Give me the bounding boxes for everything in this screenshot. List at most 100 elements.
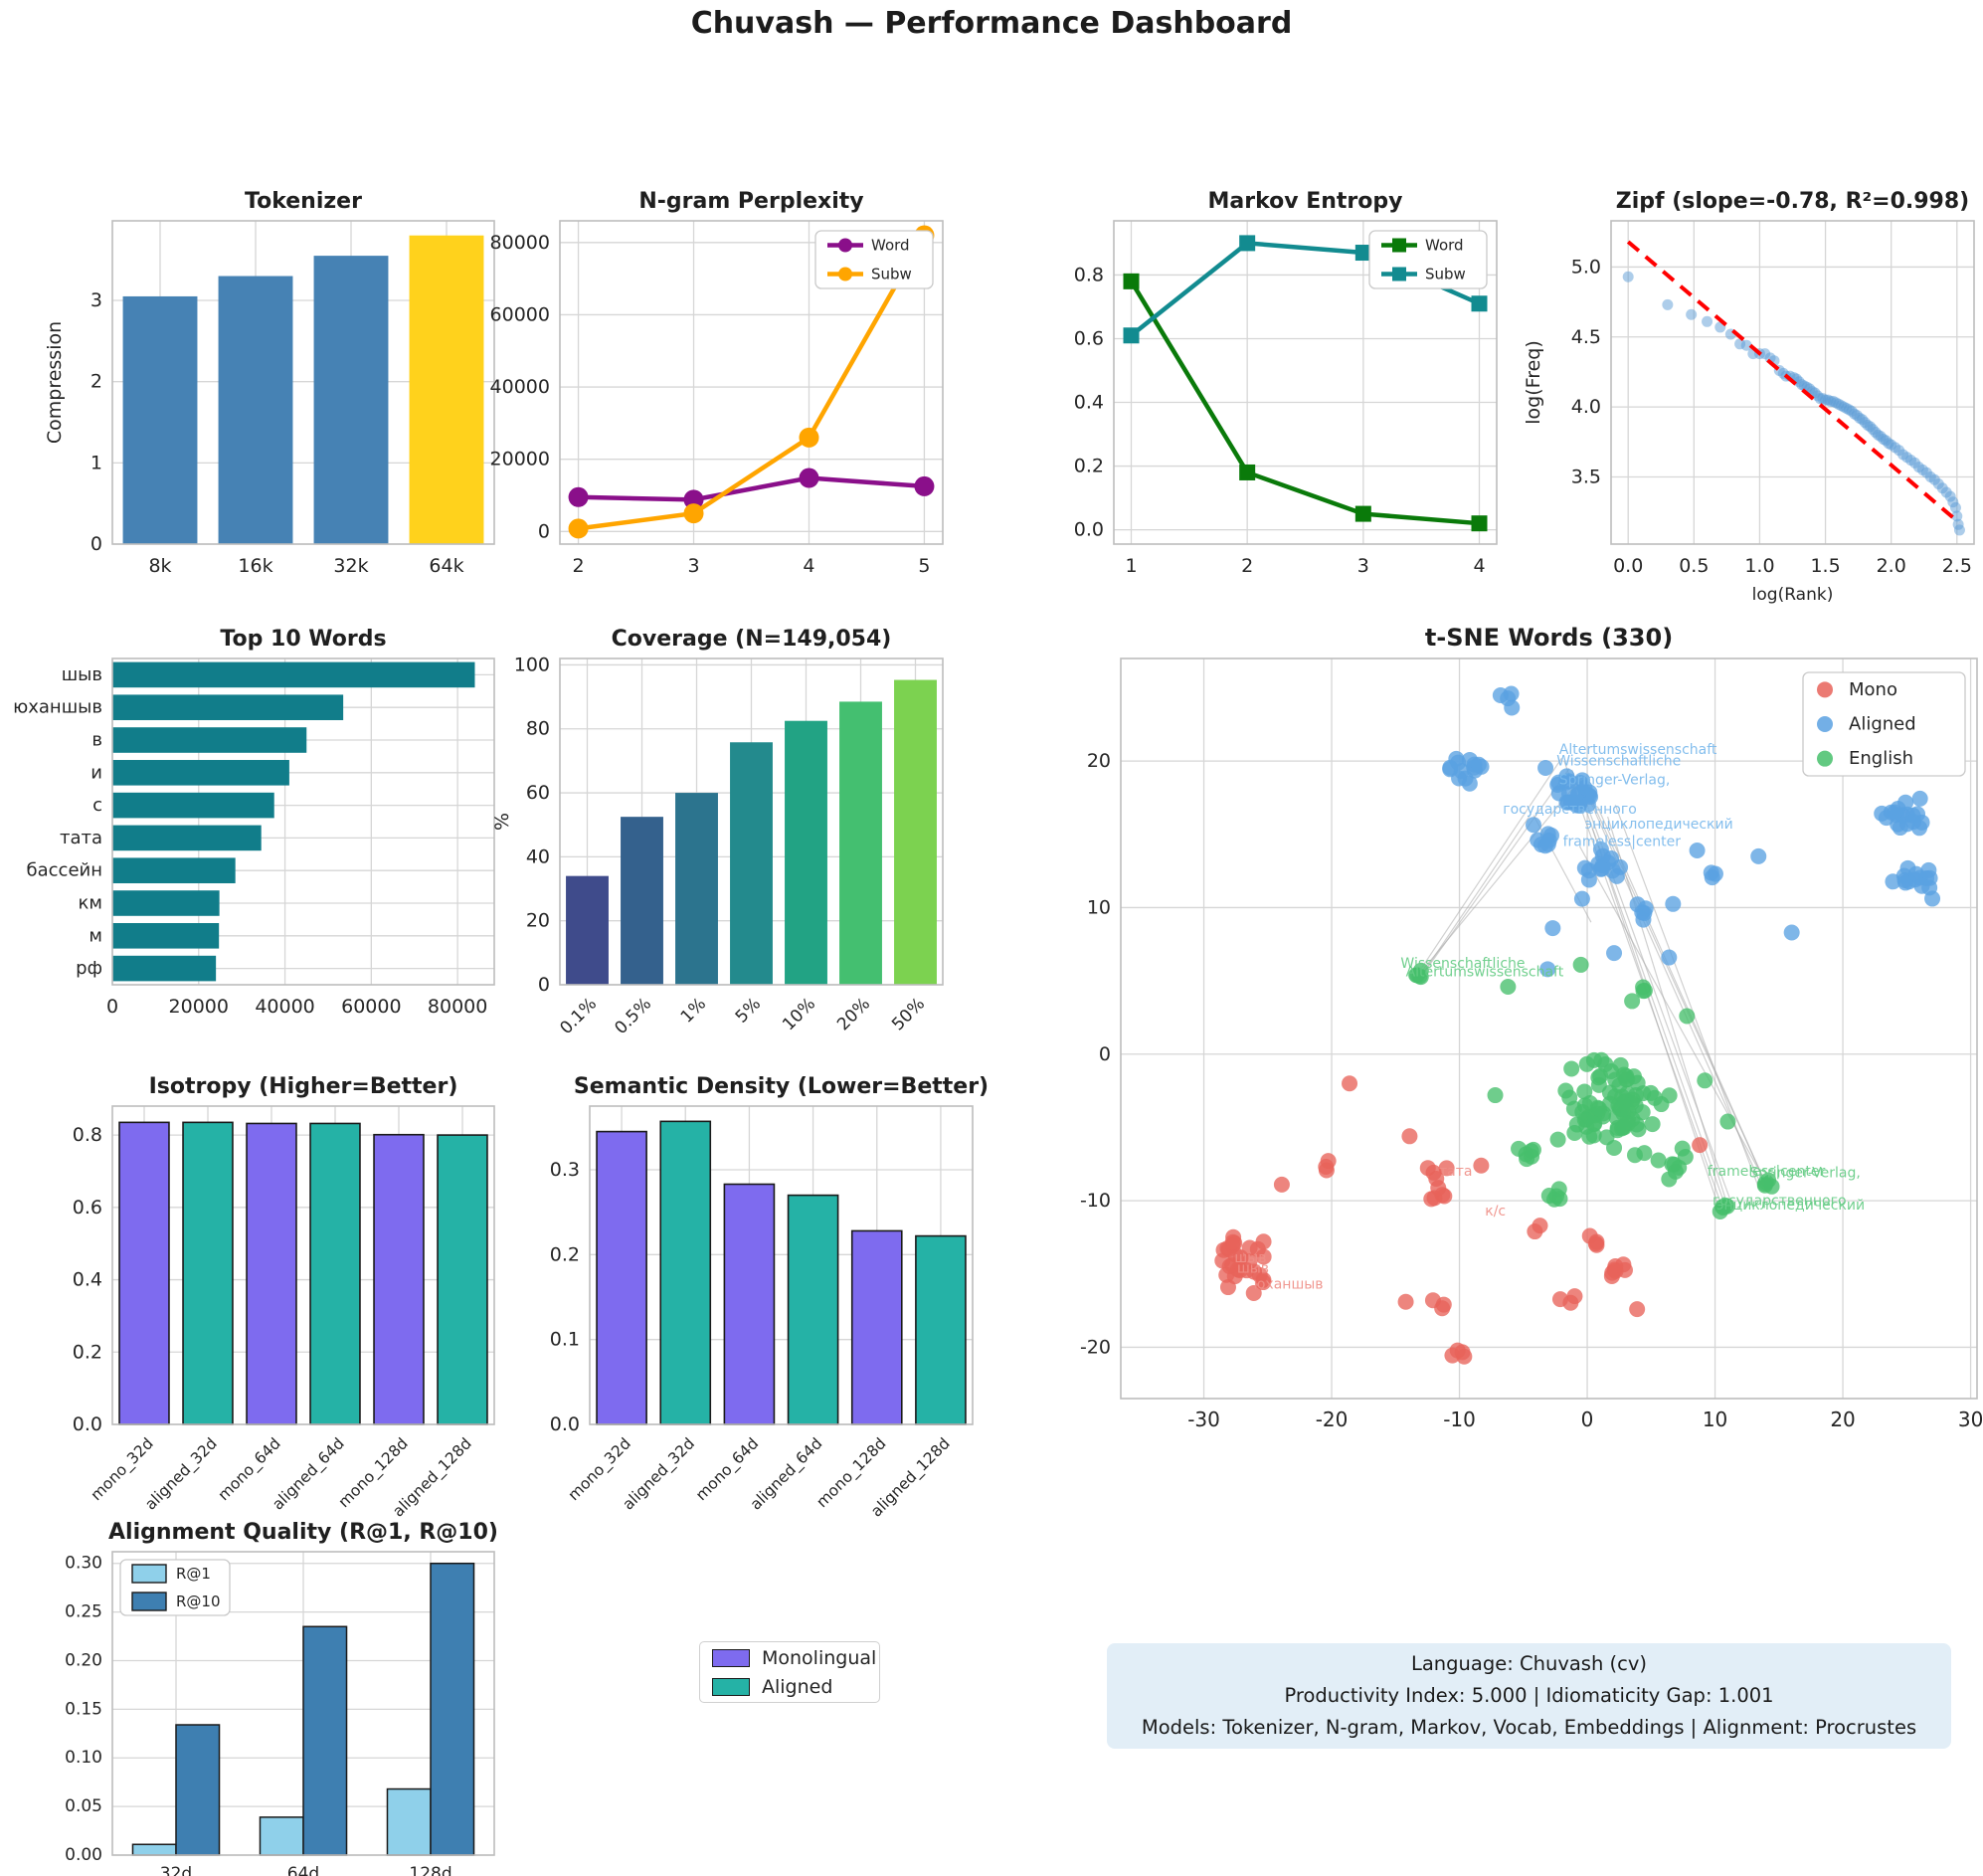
svg-text:4: 4 <box>1473 555 1485 577</box>
svg-text:2.0: 2.0 <box>1877 555 1906 577</box>
svg-text:60000: 60000 <box>490 303 550 325</box>
svg-text:Altertumswissenschaft: Altertumswissenschaft <box>1559 742 1717 758</box>
svg-text:Coverage (N=149,054): Coverage (N=149,054) <box>612 627 892 652</box>
svg-text:Wissenschaftliche: Wissenschaftliche <box>1556 754 1681 770</box>
info-models: Models: Tokenizer, N-gram, Markov, Vocab… <box>1141 1716 1917 1740</box>
svg-text:юханшыв: юханшыв <box>13 697 102 718</box>
svg-text:Aligned: Aligned <box>1849 714 1916 735</box>
svg-text:50%: 50% <box>888 994 929 1034</box>
svg-text:шыв: шыв <box>1237 1260 1269 1276</box>
svg-text:1: 1 <box>1125 555 1137 577</box>
svg-text:4.5: 4.5 <box>1571 326 1601 348</box>
svg-text:10%: 10% <box>779 994 819 1034</box>
svg-text:0.10: 0.10 <box>65 1748 102 1768</box>
svg-text:0.4: 0.4 <box>73 1269 102 1291</box>
svg-text:0: 0 <box>538 520 550 542</box>
svg-text:frameless|center: frameless|center <box>1708 1164 1826 1180</box>
isotropy-chart: 0.0 0.2 0.4 0.6 0.8 mono_32d aligned_32d mono_6… <box>30 1069 507 1521</box>
svg-text:64k: 64k <box>429 555 463 577</box>
svg-text:0: 0 <box>1581 1407 1594 1431</box>
markov-entropy-chart: 1 2 3 4 0.0 0.2 0.4 0.6 0.8 Word Subw Markov Entrop… <box>1034 184 1512 617</box>
svg-text:0.0: 0.0 <box>550 1413 580 1435</box>
svg-text:0.8: 0.8 <box>73 1124 102 1146</box>
svg-text:тата: тата <box>1439 1164 1472 1180</box>
svg-text:-20: -20 <box>1316 1407 1349 1431</box>
svg-text:юханшыв: юханшыв <box>1254 1277 1324 1293</box>
svg-text:Springer-Verlag,: Springer-Verlag, <box>1559 773 1671 789</box>
svg-text:60: 60 <box>526 782 550 804</box>
svg-text:2.5: 2.5 <box>1942 555 1972 577</box>
svg-text:20: 20 <box>526 910 550 932</box>
svg-text:0.2: 0.2 <box>550 1243 580 1265</box>
svg-text:-10: -10 <box>1443 1407 1476 1431</box>
svg-text:20: 20 <box>1830 1407 1855 1431</box>
svg-text:20000: 20000 <box>169 996 229 1018</box>
aligned-label: Aligned <box>762 1675 833 1698</box>
svg-text:100: 100 <box>514 654 550 675</box>
svg-text:10: 10 <box>1703 1407 1727 1431</box>
svg-text:Markov Entropy: Markov Entropy <box>1207 189 1402 214</box>
svg-text:Tokenizer: Tokenizer <box>245 189 362 214</box>
svg-text:энциклопедический: энциклопедический <box>1716 1198 1865 1214</box>
svg-text:шыв: шыв <box>1234 1250 1266 1266</box>
svg-text:Wissenschaftliche: Wissenschaftliche <box>1400 956 1525 972</box>
coverage-chart: 0 20 40 60 80 100 0.1% 0.5% 1% 5% 10% 20% 50%% Covera… <box>477 622 955 1059</box>
svg-text:0.1%: 0.1% <box>556 994 601 1038</box>
svg-text:Semantic Density (Lower=Better: Semantic Density (Lower=Better) <box>574 1074 989 1099</box>
svg-text:государственного: государственного <box>1713 1194 1847 1210</box>
svg-text:0.20: 0.20 <box>65 1650 102 1670</box>
svg-text:R@1: R@1 <box>176 1565 211 1583</box>
svg-text:0.6: 0.6 <box>73 1197 102 1219</box>
svg-text:N-gram Perplexity: N-gram Perplexity <box>638 189 863 214</box>
svg-text:10: 10 <box>1087 896 1111 918</box>
svg-text:20000: 20000 <box>490 449 550 470</box>
svg-text:4: 4 <box>803 555 814 577</box>
svg-text:1: 1 <box>90 452 102 473</box>
svg-text:Word: Word <box>871 237 910 255</box>
svg-text:Alignment Quality (R@1, R@10): Alignment Quality (R@1, R@10) <box>108 1520 498 1545</box>
svg-text:5: 5 <box>918 555 930 577</box>
zipf-chart: 0.0 0.5 1.0 1.5 2.0 2.5 3.5 4.0 4.5 5.0 log(Rank) l… <box>1512 184 1983 617</box>
svg-text:0.3: 0.3 <box>550 1159 580 1181</box>
svg-text:log(Rank): log(Rank) <box>1752 585 1834 605</box>
ngram-perplexity-chart: 2 3 4 5 0 20000 40000 60000 80000 Word Subw N-gram … <box>477 184 955 617</box>
svg-text:-30: -30 <box>1187 1407 1220 1431</box>
svg-text:3: 3 <box>687 555 699 577</box>
svg-text:0.5: 0.5 <box>1679 555 1709 577</box>
svg-text:энциклопедический: энциклопедический <box>1584 817 1732 833</box>
svg-text:64d: 64d <box>287 1864 319 1876</box>
svg-text:1%: 1% <box>677 994 710 1027</box>
svg-text:2: 2 <box>90 371 102 393</box>
svg-text:3.5: 3.5 <box>1571 466 1601 487</box>
svg-text:32d: 32d <box>160 1864 192 1876</box>
svg-text:м: м <box>89 925 102 946</box>
svg-text:20: 20 <box>1087 750 1111 772</box>
svg-text:км: км <box>79 893 102 914</box>
monolingual-label: Monolingual <box>762 1646 877 1669</box>
svg-text:60000: 60000 <box>341 996 401 1018</box>
monolingual-swatch <box>712 1648 750 1667</box>
semantic-density-chart: 0.0 0.1 0.2 0.3 mono_32d aligned_32d mono_64d a… <box>507 1069 989 1521</box>
tokenizer-chart: 0 1 2 3 8k 16k 32k 64k Compression Tokenizer <box>30 184 507 617</box>
svg-text:0.5%: 0.5% <box>611 994 655 1038</box>
svg-text:бассейн: бассейн <box>27 860 102 881</box>
svg-text:тата: тата <box>60 828 102 848</box>
svg-text:0.6: 0.6 <box>1074 327 1104 349</box>
svg-text:0.8: 0.8 <box>1074 264 1104 285</box>
svg-text:-10: -10 <box>1080 1190 1111 1212</box>
svg-text:0.30: 0.30 <box>65 1554 102 1574</box>
svg-text:Mono: Mono <box>1849 679 1897 700</box>
svg-text:2: 2 <box>1241 555 1253 577</box>
svg-text:0: 0 <box>106 996 118 1018</box>
svg-text:с: с <box>92 795 102 816</box>
svg-text:шыв: шыв <box>62 664 102 685</box>
svg-text:0.2: 0.2 <box>73 1341 102 1363</box>
tsne-chart: -30 -20 -10 0 10 20 30 -20 -10 0 10 20 Altertumswiss… <box>1034 622 1983 1472</box>
svg-text:40000: 40000 <box>255 996 314 1018</box>
svg-text:-20: -20 <box>1080 1336 1111 1358</box>
svg-text:R@10: R@10 <box>176 1593 221 1610</box>
svg-text:и: и <box>90 762 102 783</box>
svg-text:0.4: 0.4 <box>1074 392 1104 414</box>
svg-text:40000: 40000 <box>490 376 550 398</box>
svg-text:1.5: 1.5 <box>1810 555 1840 577</box>
